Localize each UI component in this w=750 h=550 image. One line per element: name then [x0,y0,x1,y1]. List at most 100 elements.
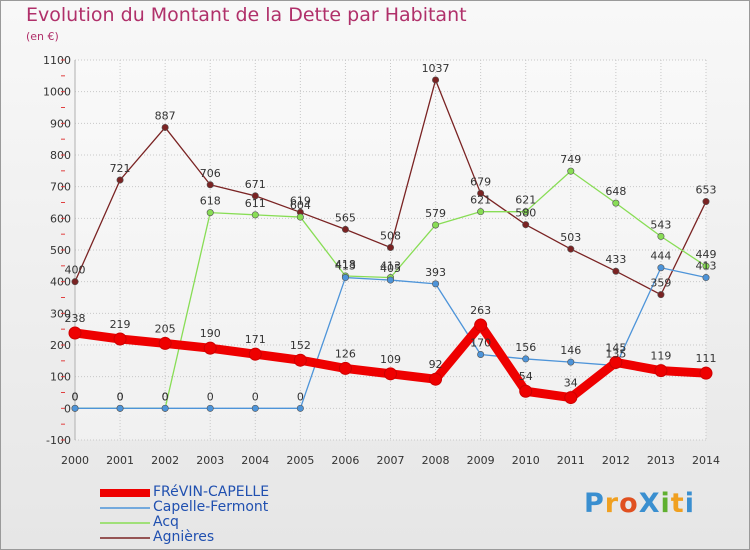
data-label: 156 [515,341,536,354]
logo-letter: P [584,488,605,519]
data-label: 579 [425,207,446,220]
data-point [296,404,304,412]
data-point [702,198,710,206]
data-point [116,404,124,412]
x-tick-label: 2014 [692,454,720,467]
data-label: 152 [290,339,311,352]
data-label: 543 [650,218,671,231]
data-label: 219 [110,318,131,331]
data-point [158,336,172,350]
logo-letter: i [684,488,695,519]
legend-label: Agnières [153,529,215,545]
x-tick-label: 2002 [151,454,179,467]
data-point [657,232,665,240]
data-point [161,404,169,412]
data-label: 359 [650,277,671,290]
data-point [519,384,533,398]
data-label: 413 [380,260,401,273]
data-label: 1037 [422,62,450,75]
data-label: 111 [696,352,717,365]
data-label: 109 [380,353,401,366]
data-point [432,280,440,288]
data-label: 671 [245,178,266,191]
x-tick-label: 2009 [467,454,495,467]
legend-swatch [100,522,150,524]
data-point [206,181,214,189]
data-point [113,332,127,346]
data-label: 146 [560,344,581,357]
data-label: 887 [155,109,176,122]
data-point [522,208,530,216]
x-tick-label: 2006 [331,454,359,467]
logo-letter: t [670,488,685,519]
data-point [522,355,530,363]
data-label: 190 [200,327,221,340]
data-label: 393 [425,266,446,279]
data-label: 433 [605,253,626,266]
data-label: 0 [72,390,79,403]
data-label: 92 [429,358,443,371]
data-point [341,225,349,233]
data-point [116,176,124,184]
data-point [477,189,485,197]
data-point [564,391,578,405]
data-label: 508 [380,229,401,242]
legend-label: Capelle-Fermont [153,499,269,515]
data-label: 648 [605,185,626,198]
x-tick-label: 2000 [61,454,89,467]
data-point [657,264,665,272]
data-point [251,404,259,412]
x-tick-label: 2001 [106,454,134,467]
data-label: 0 [117,390,124,403]
legend-swatch [100,507,150,509]
y-tick-label: 600 [50,212,71,225]
data-point [293,353,307,367]
data-point [567,358,575,366]
logo-letter: i [660,488,671,519]
x-tick-label: 2003 [196,454,224,467]
chart-title: Evolution du Montant de la Dette par Hab… [26,4,467,26]
data-point [248,347,262,361]
data-point [654,364,668,378]
data-label: 400 [65,264,86,277]
logo-letter: X [638,488,661,519]
data-label: 621 [515,194,536,207]
data-label: 621 [470,194,491,207]
data-label: 580 [515,207,536,220]
legend-label: FRéVIN-CAPELLE [153,484,270,500]
data-point [68,326,82,340]
data-label: 0 [297,390,304,403]
x-tick-label: 2008 [422,454,450,467]
x-tick-label: 2011 [557,454,585,467]
data-point [699,366,713,380]
data-label: 0 [162,390,169,403]
data-label: 618 [200,195,221,208]
chart-subtitle: (en €) [26,30,59,43]
data-label: 611 [245,197,266,210]
data-point [477,208,485,216]
y-tick-label: 400 [50,276,71,289]
x-tick-label: 2012 [602,454,630,467]
data-point [71,404,79,412]
data-point [71,278,79,286]
data-point [251,211,259,219]
data-point [702,274,710,282]
data-point [384,367,397,381]
data-label: 0 [117,390,124,403]
data-point [386,276,394,284]
data-label: 263 [470,304,491,317]
data-label: 413 [696,260,717,273]
data-label: 706 [200,167,221,180]
proxiti-logo: ProXiti [584,488,695,519]
data-point [429,372,443,386]
y-tick-label: 1100 [43,54,71,67]
y-tick-label: 300 [50,307,71,320]
data-label: 604 [290,199,311,212]
data-point [567,167,575,175]
data-label: 0 [252,390,259,403]
data-label: 653 [696,184,717,197]
data-point [477,350,485,358]
y-tick-label: 0 [64,402,71,415]
data-label: 119 [650,350,671,363]
